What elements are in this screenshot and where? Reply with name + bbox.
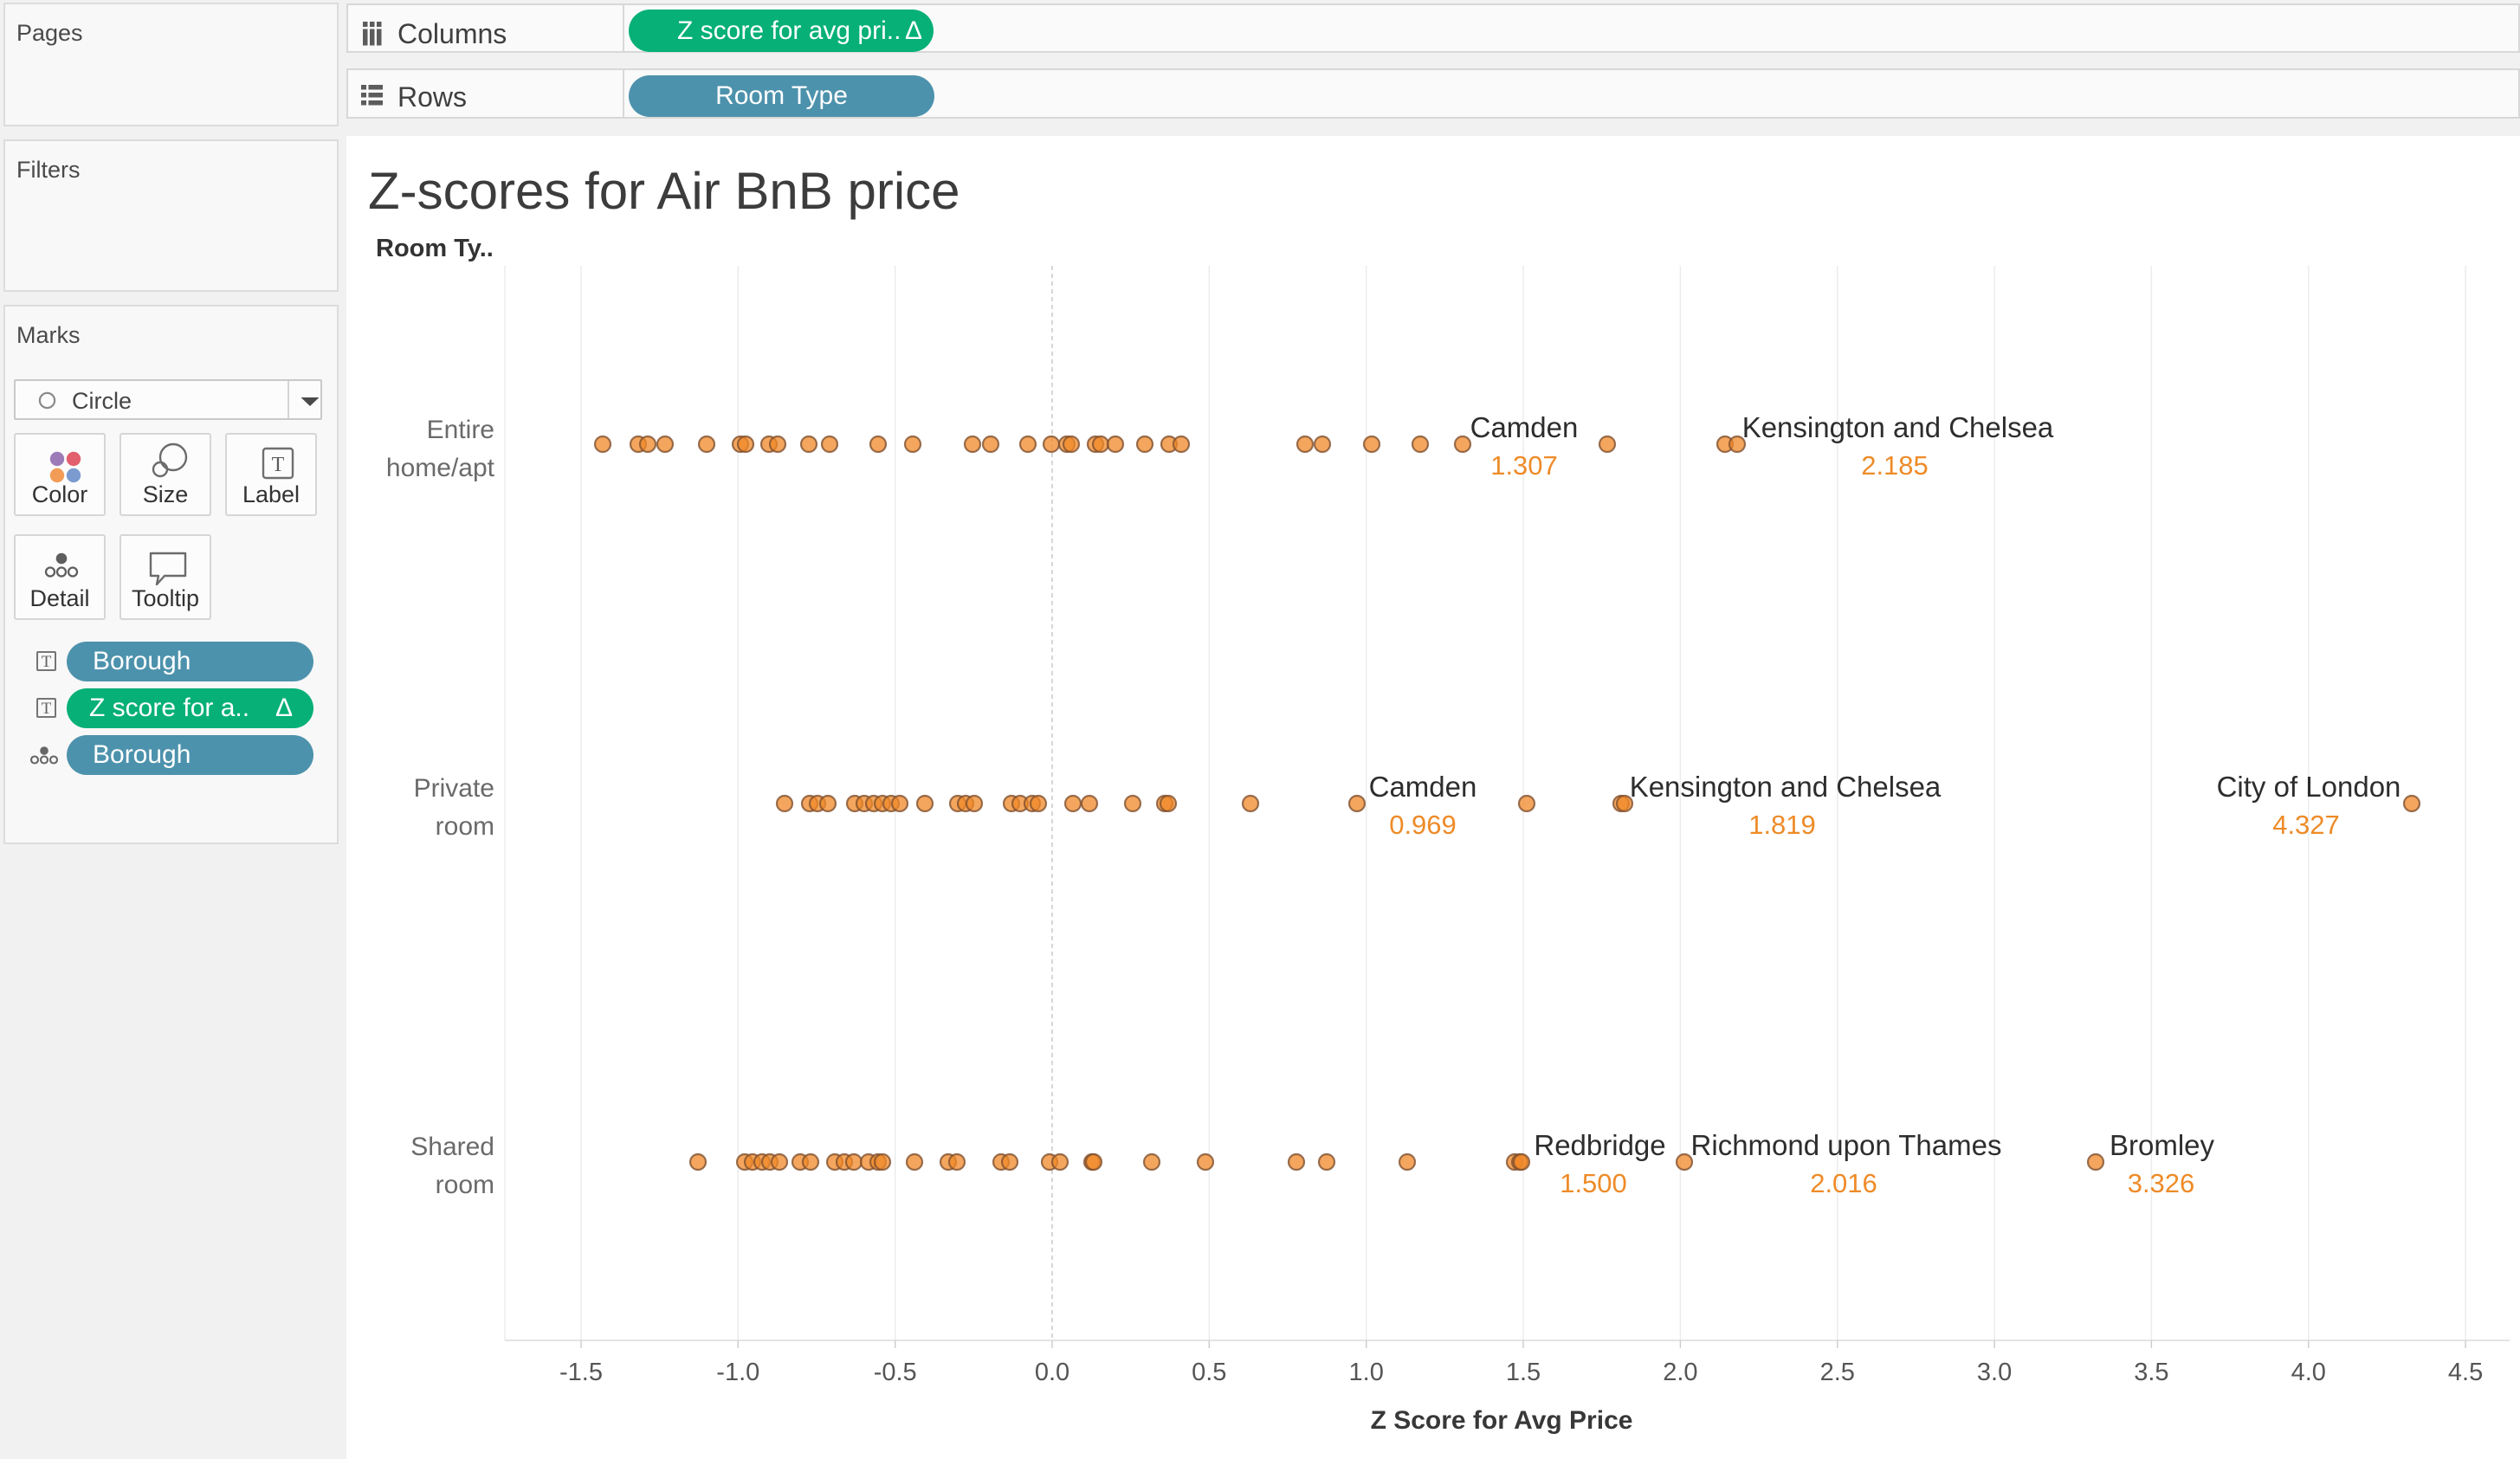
svg-text:Redbridge: Redbridge bbox=[1534, 1129, 1665, 1161]
svg-text:2.0: 2.0 bbox=[1663, 1359, 1697, 1386]
svg-text:Room Ty..: Room Ty.. bbox=[376, 235, 494, 262]
svg-text:0.0: 0.0 bbox=[1035, 1359, 1069, 1386]
svg-text:-1.5: -1.5 bbox=[559, 1359, 603, 1386]
svg-text:1.307: 1.307 bbox=[1490, 450, 1558, 481]
svg-text:Bromley: Bromley bbox=[2110, 1129, 2215, 1161]
svg-text:Richmond upon Thames: Richmond upon Thames bbox=[1691, 1129, 2002, 1161]
svg-text:Private: Private bbox=[414, 774, 494, 803]
svg-text:0.969: 0.969 bbox=[1389, 810, 1457, 840]
svg-text:-1.0: -1.0 bbox=[716, 1359, 759, 1386]
svg-text:4.0: 4.0 bbox=[2291, 1359, 2326, 1386]
svg-text:Entire: Entire bbox=[427, 416, 494, 444]
svg-text:Kensington and Chelsea: Kensington and Chelsea bbox=[1742, 411, 2054, 443]
svg-text:2.185: 2.185 bbox=[1861, 450, 1929, 481]
svg-text:Kensington and Chelsea: Kensington and Chelsea bbox=[1630, 771, 1942, 803]
svg-text:room: room bbox=[436, 812, 494, 841]
svg-text:Camden: Camden bbox=[1369, 771, 1477, 803]
svg-text:4.5: 4.5 bbox=[2448, 1359, 2483, 1386]
svg-text:-0.5: -0.5 bbox=[874, 1359, 917, 1386]
svg-text:1.819: 1.819 bbox=[1748, 810, 1816, 840]
svg-text:4.327: 4.327 bbox=[2272, 810, 2340, 840]
svg-text:3.326: 3.326 bbox=[2128, 1168, 2195, 1198]
svg-text:1.0: 1.0 bbox=[1349, 1359, 1384, 1386]
svg-text:Shared: Shared bbox=[410, 1133, 494, 1161]
svg-text:room: room bbox=[436, 1171, 494, 1199]
svg-text:Camden: Camden bbox=[1470, 411, 1579, 443]
svg-text:City of London: City of London bbox=[2217, 771, 2401, 803]
svg-text:3.0: 3.0 bbox=[1977, 1359, 2012, 1386]
svg-text:3.5: 3.5 bbox=[2134, 1359, 2168, 1386]
svg-text:T: T bbox=[272, 454, 285, 476]
svg-text:1.500: 1.500 bbox=[1560, 1168, 1627, 1198]
svg-text:2.016: 2.016 bbox=[1810, 1168, 1877, 1198]
svg-text:0.5: 0.5 bbox=[1192, 1359, 1226, 1386]
svg-text:Z-scores for Air BnB price: Z-scores for Air BnB price bbox=[368, 162, 960, 220]
svg-text:1.5: 1.5 bbox=[1506, 1359, 1541, 1386]
svg-text:home/apt: home/apt bbox=[386, 454, 495, 482]
svg-text:Z Score for Avg Price: Z Score for Avg Price bbox=[1371, 1406, 1633, 1435]
svg-text:2.5: 2.5 bbox=[1820, 1359, 1855, 1386]
